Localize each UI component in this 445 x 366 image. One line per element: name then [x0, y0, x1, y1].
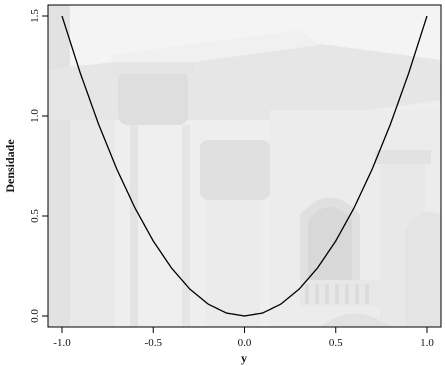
background-photo — [48, 5, 441, 327]
y-tick-label: 0.5 — [29, 209, 41, 223]
x-axis: -1.0 -0.5 0.0 0.5 1.0 — [53, 327, 434, 349]
x-tick-label: 0.0 — [238, 337, 252, 349]
x-tick-label: 0.5 — [329, 337, 343, 349]
density-curve-0 — [61, 15, 428, 317]
y-tick-label: 1.5 — [29, 9, 41, 23]
x-axis-title: y — [241, 351, 247, 365]
y-axis-title: Densidade — [3, 139, 17, 193]
x-tick-label: -1.0 — [53, 337, 71, 349]
y-tick-label: 0.0 — [29, 309, 41, 323]
y-tick-label: 1.0 — [29, 109, 41, 123]
x-tick-label: -0.5 — [145, 337, 163, 349]
x-tick-label: 1.0 — [420, 337, 434, 349]
y-axis: 0.0 0.5 1.0 1.5 — [29, 9, 48, 323]
